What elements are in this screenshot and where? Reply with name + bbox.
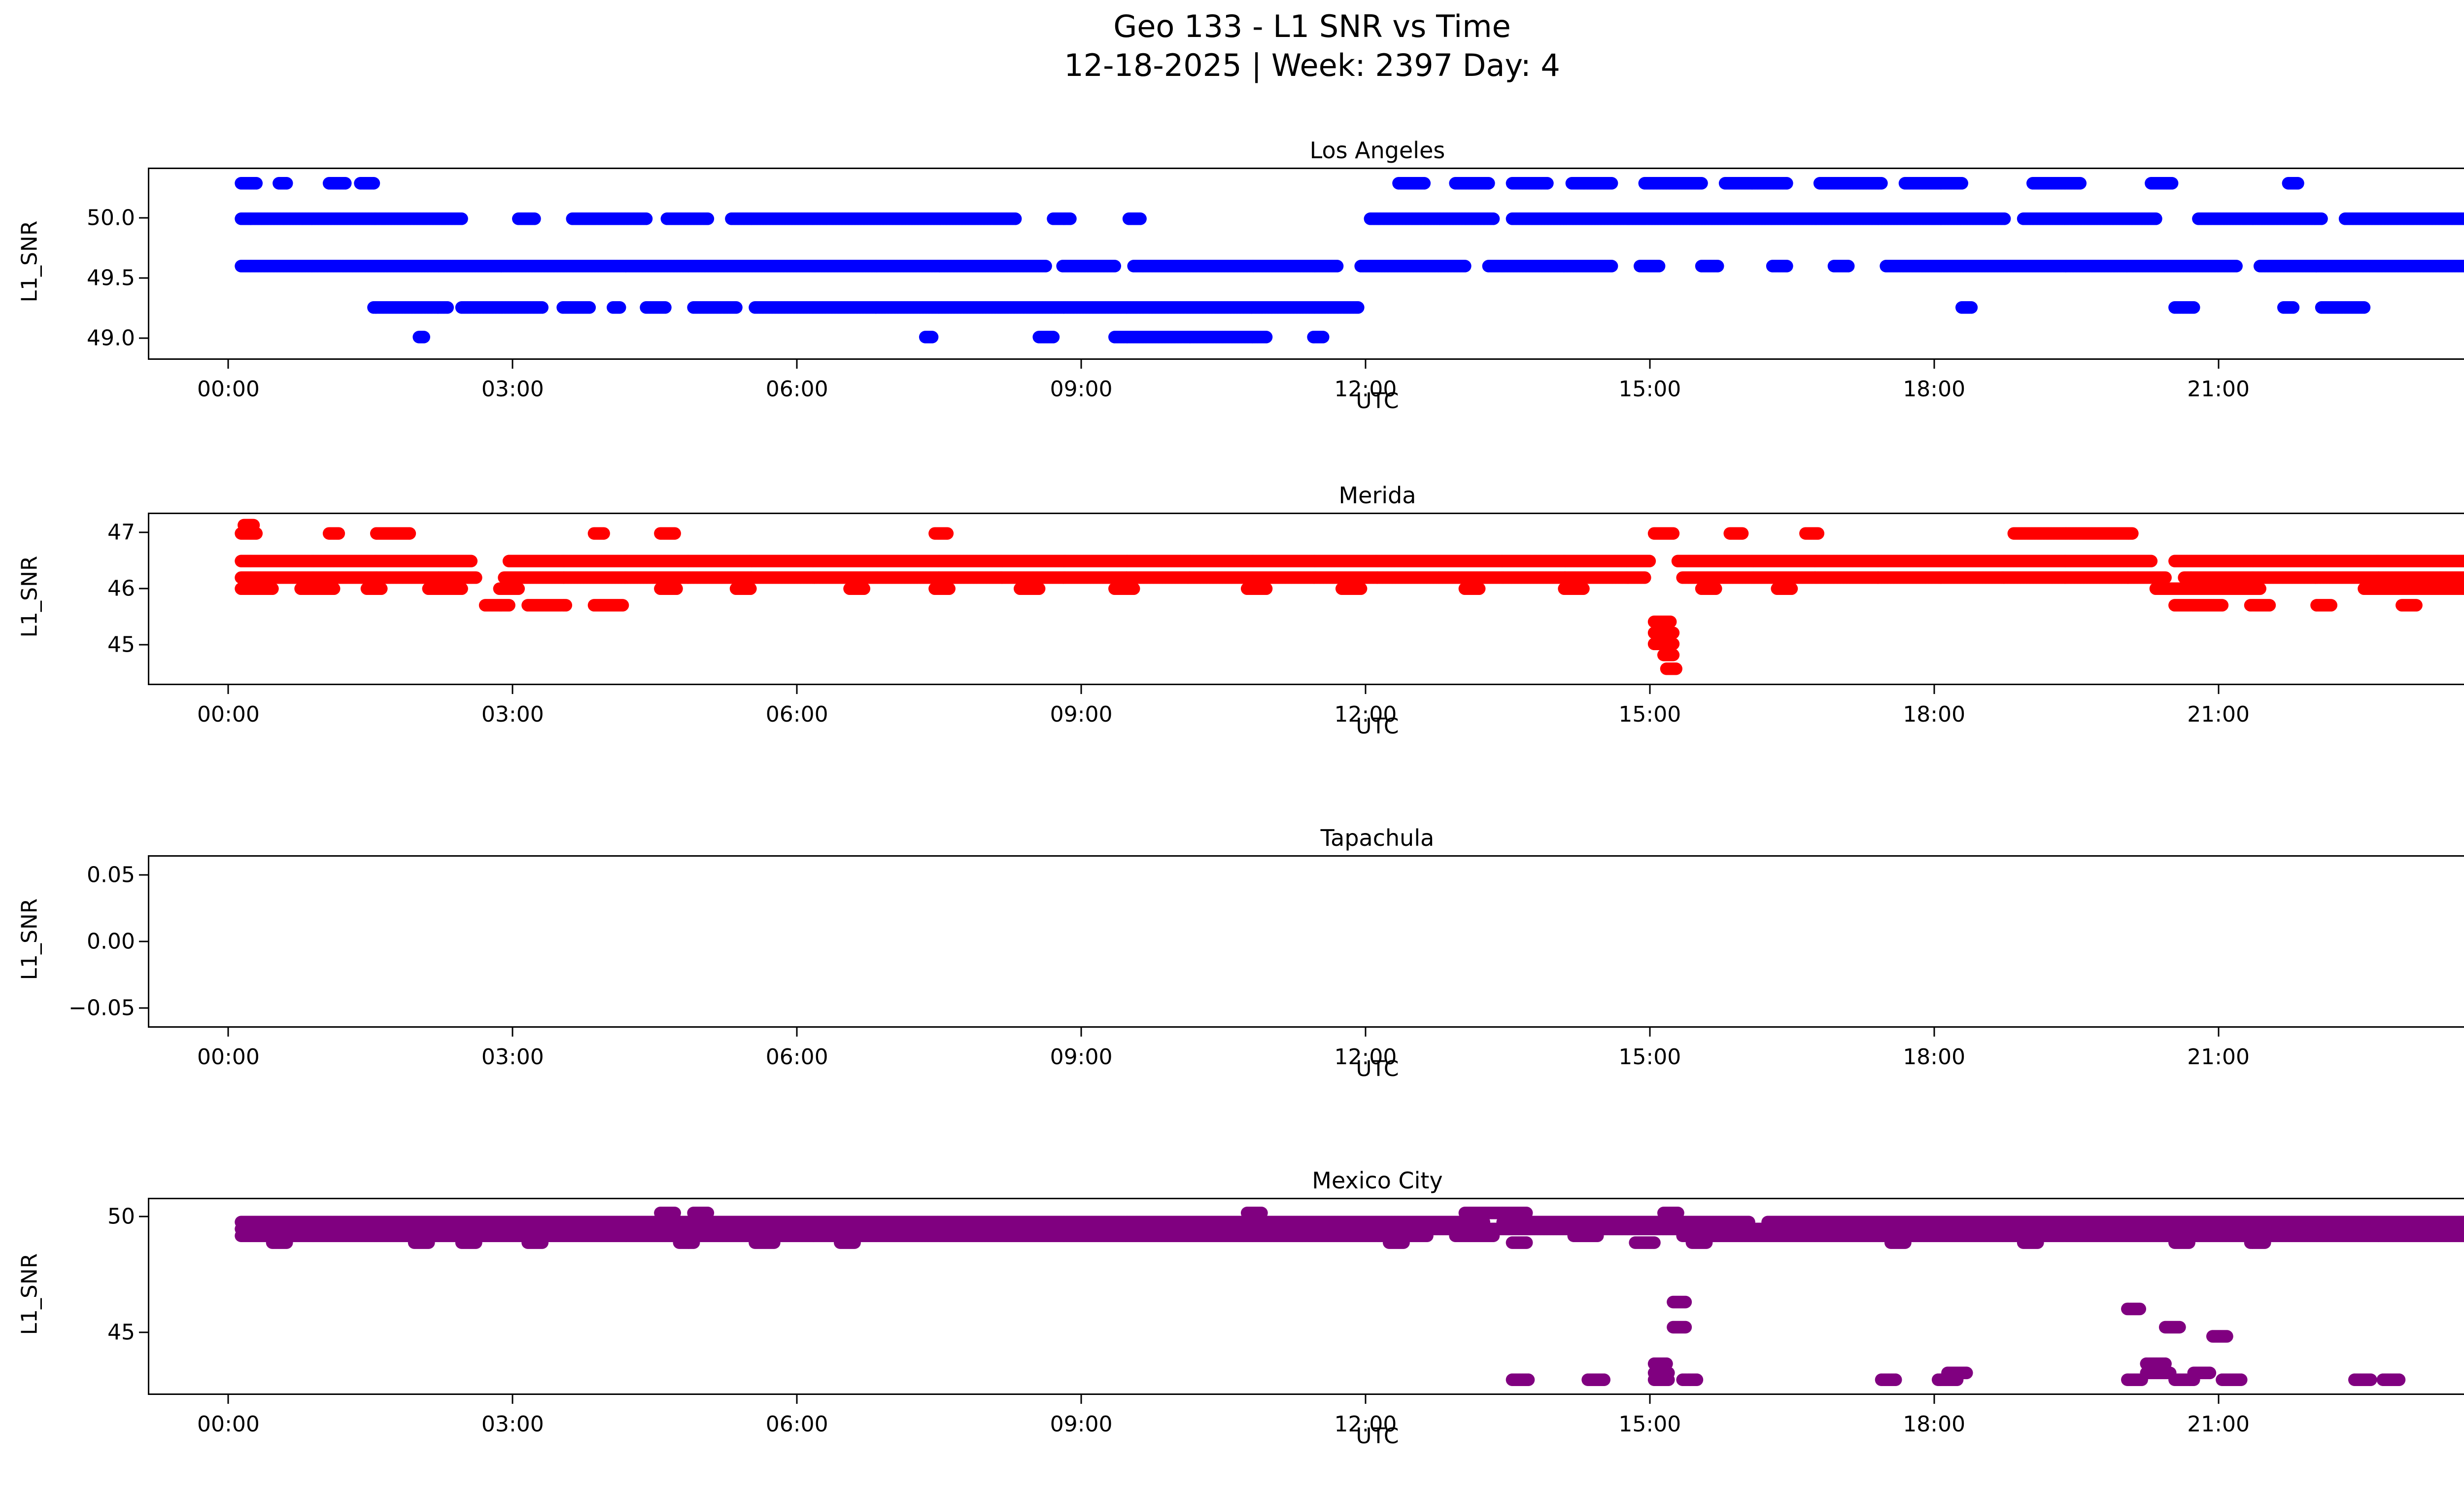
data-point <box>1965 301 1978 314</box>
data-point <box>2074 177 2087 190</box>
data-point <box>1260 331 1273 344</box>
data-point <box>2287 301 2300 314</box>
y-tick-mark <box>139 277 148 279</box>
data-point <box>1063 212 1077 225</box>
data-point <box>250 527 263 540</box>
data-point <box>925 331 939 344</box>
figure-title: Geo 133 - L1 SNR vs Time 12-18-2025 | We… <box>1064 8 1560 84</box>
data-point <box>528 212 541 225</box>
data-point <box>941 527 954 540</box>
data-point <box>455 212 468 225</box>
data-point <box>1108 260 1122 273</box>
data-point <box>583 301 596 314</box>
data-point <box>1955 177 1969 190</box>
data-point <box>1316 331 1330 344</box>
data-point <box>2291 177 2304 190</box>
data-point <box>668 527 681 540</box>
subplot-title-los-angeles: Los Angeles <box>1309 137 1445 164</box>
data-point <box>1736 527 1749 540</box>
data-point <box>1998 212 2011 225</box>
data-point <box>2315 212 2328 225</box>
data-point <box>1540 177 1554 190</box>
data-point <box>1711 260 1724 273</box>
data-point <box>597 527 610 540</box>
data-point <box>1458 260 1472 273</box>
subplot-los-angeles: Los Angeles L1_SNR UTC 49.0 49.5 50.0 00:00… <box>17 137 2464 414</box>
data-point <box>332 527 345 540</box>
data-point <box>536 301 549 314</box>
data-point <box>1780 177 1793 190</box>
data-point <box>1047 331 1060 344</box>
data-point <box>658 301 672 314</box>
x-tick-mark <box>1933 360 1935 369</box>
data-point <box>2149 212 2162 225</box>
data-point <box>1418 177 1431 190</box>
data-point <box>1667 527 1680 540</box>
y-tick-mark <box>139 217 148 219</box>
data-point <box>250 177 263 190</box>
data-point <box>1351 301 1365 314</box>
data-point <box>1812 527 1825 540</box>
data-point <box>1875 177 1888 190</box>
data-point <box>1331 260 1344 273</box>
data-point <box>1133 212 1147 225</box>
data-point <box>339 177 352 190</box>
plot-area-los-angeles[interactable] <box>148 168 2464 360</box>
x-tick-mark <box>227 360 229 369</box>
data-point <box>2165 177 2179 190</box>
data-point <box>441 301 454 314</box>
data-point <box>1605 177 1618 190</box>
data-point <box>1482 177 1495 190</box>
data-point <box>1605 260 1618 273</box>
data-point <box>1652 260 1666 273</box>
data-point <box>2125 527 2139 540</box>
data-point <box>2229 260 2243 273</box>
scatter-points-merida <box>235 519 2464 675</box>
y-axis-label-los-angeles: L1_SNR <box>17 220 42 303</box>
subplot-title-merida: Merida <box>1338 482 1416 509</box>
x-tick-mark <box>1365 360 1367 369</box>
data-point <box>640 212 653 225</box>
x-tick-mark <box>2218 360 2220 369</box>
data-point <box>701 212 715 225</box>
data-point <box>2187 301 2200 314</box>
x-tick-mark <box>1649 360 1651 369</box>
data-point <box>1842 260 1855 273</box>
data-point <box>1780 260 1793 273</box>
data-point <box>403 527 416 540</box>
x-tick-mark <box>796 360 798 369</box>
x-tick-mark <box>1080 360 1082 369</box>
data-point <box>2358 301 2371 314</box>
y-tick-mark <box>139 337 148 339</box>
data-point <box>729 301 743 314</box>
data-point <box>1695 177 1708 190</box>
data-point <box>1487 212 1500 225</box>
data-point <box>1643 555 1656 568</box>
scatter-points-los-angeles <box>235 177 2464 344</box>
data-point <box>417 331 430 344</box>
data-point <box>613 301 626 314</box>
data-point <box>464 555 478 568</box>
subplot-merida: Merida L1_SNR UTC 45 46 47 00:00 03:00 06:00 0… <box>17 482 2464 739</box>
data-point <box>1009 212 1022 225</box>
data-point <box>367 177 380 190</box>
data-point <box>280 177 293 190</box>
plot-area-merida[interactable] <box>148 513 2464 685</box>
data-point <box>1039 260 1052 273</box>
x-tick-mark <box>512 360 513 369</box>
